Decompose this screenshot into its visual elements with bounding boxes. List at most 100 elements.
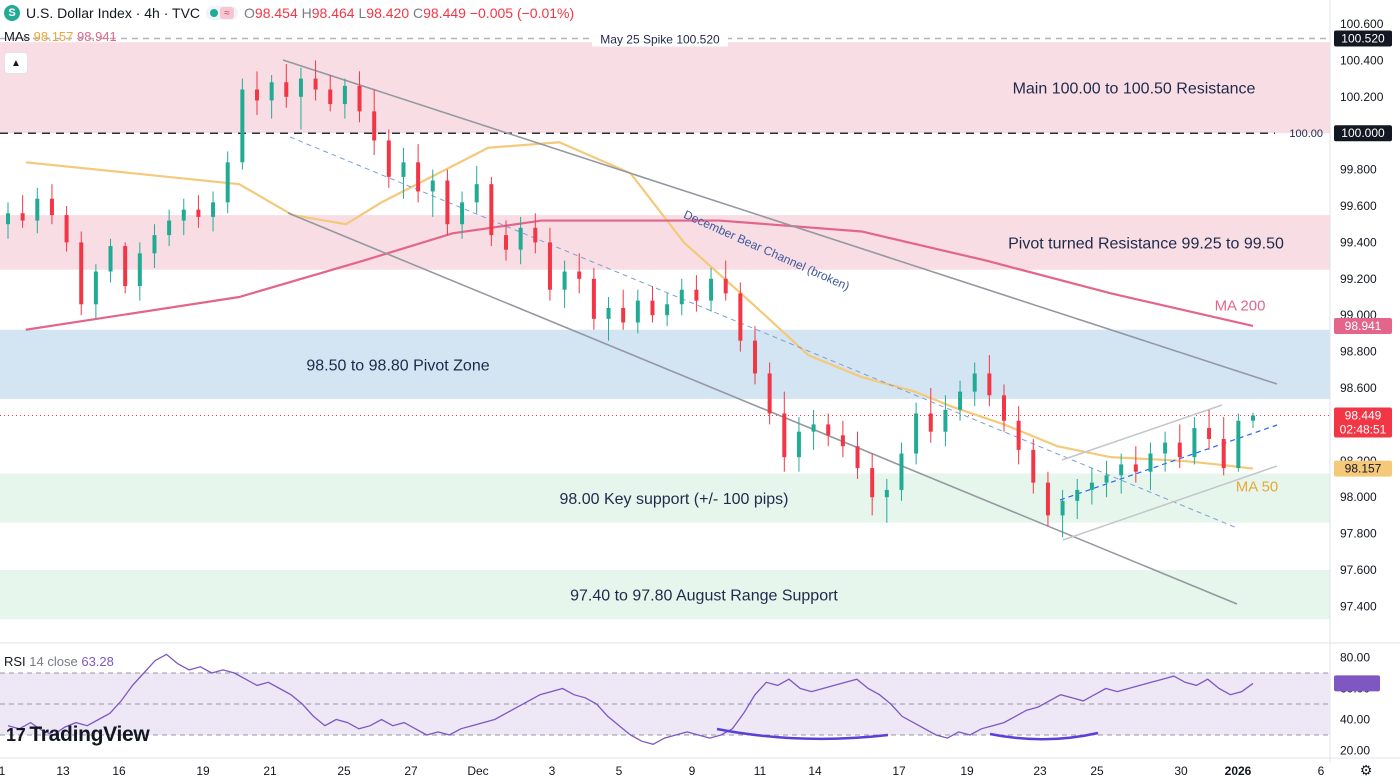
price-tick: 97.400 <box>1340 599 1377 613</box>
tradingview-wordmark: TradingView <box>29 723 150 746</box>
price-tag-bg <box>1334 460 1392 477</box>
candle-body <box>1089 482 1094 490</box>
candle-body <box>840 435 845 447</box>
candle-body <box>811 424 816 432</box>
time-tick: 2026 <box>1225 764 1252 778</box>
zone-label-2: 98.50 to 98.80 Pivot Zone <box>306 357 489 374</box>
candle-body <box>1075 489 1080 501</box>
candle-body <box>753 340 757 374</box>
candle-body <box>35 198 40 221</box>
candle-body <box>313 78 318 90</box>
ma200-annotation: MA 200 <box>1215 297 1266 314</box>
time-tick: 14 <box>808 764 822 778</box>
candle-body <box>284 82 289 97</box>
market-status-pill[interactable]: ≈ <box>206 6 239 20</box>
candle-body <box>987 373 992 396</box>
close-value: 98.449 <box>423 5 466 21</box>
collapse-legend-button[interactable]: ▲ <box>4 52 28 74</box>
mas-legend[interactable]: MAs 98.157 98.941 <box>4 29 117 44</box>
chevron-up-icon: ▲ <box>11 57 21 69</box>
candle-body <box>196 209 201 217</box>
candle-body <box>1177 442 1182 458</box>
price-tick: 98.600 <box>1340 381 1377 395</box>
time-tick: Dec <box>467 764 488 778</box>
rsi-divergence-1 <box>716 727 889 741</box>
rise-channel-lower <box>1062 465 1278 541</box>
candle-body <box>1207 428 1212 439</box>
candle-body <box>1163 442 1168 454</box>
candle-body <box>372 111 377 141</box>
candle-body <box>1002 395 1006 421</box>
bear-channel-upper <box>282 59 1278 385</box>
candle-body <box>49 198 54 216</box>
candle-body <box>899 453 904 490</box>
candle-body <box>416 162 421 192</box>
price-tick: 97.800 <box>1340 527 1377 541</box>
candle-body <box>635 300 640 323</box>
candle-body <box>489 184 494 236</box>
rise-channel-mid <box>1059 424 1278 501</box>
zone-0 <box>0 42 1330 134</box>
candle-body <box>430 180 435 192</box>
rsi-tag-bg <box>1334 675 1380 692</box>
market-open-dot-icon <box>210 9 219 17</box>
candle-body <box>1148 453 1153 472</box>
candle-body <box>1060 500 1065 516</box>
rsi-legend-value: 63.28 <box>81 654 114 669</box>
open-value: 98.454 <box>254 5 298 21</box>
rsi-line <box>7 653 1254 745</box>
candle-body <box>1119 464 1124 476</box>
time-tick: 17 <box>892 764 906 778</box>
candle-body <box>20 213 25 221</box>
price-tick: 98.000 <box>1340 490 1377 504</box>
price-tick: 99.600 <box>1340 199 1377 213</box>
countdown-tag: 02:48:51 <box>1340 422 1387 436</box>
ma50-legend-value: 98.157 <box>33 29 74 44</box>
tradingview-logo[interactable]: 17 TradingView <box>6 723 150 747</box>
candle-body <box>474 184 479 203</box>
candle-body <box>460 202 465 225</box>
level-100-label: 100.00 <box>1289 128 1323 140</box>
candle-body <box>928 413 933 432</box>
candle-body <box>298 78 303 97</box>
settings-gear-icon[interactable]: ⚙ <box>1360 763 1373 779</box>
candle-body <box>665 304 670 316</box>
candle-body <box>269 82 274 101</box>
zone-2 <box>0 329 1330 399</box>
rsi-tick: 80.00 <box>1340 651 1370 665</box>
price-tick: 99.800 <box>1340 163 1377 177</box>
candle-body <box>1133 464 1138 472</box>
candle-body <box>342 85 347 105</box>
candle-body <box>167 220 172 236</box>
bear-channel-lower <box>287 212 1238 605</box>
candle-body <box>679 289 684 305</box>
ma200-line <box>25 219 1254 331</box>
candle-body <box>386 140 391 177</box>
candle-body <box>870 468 875 498</box>
candle-body <box>958 391 963 410</box>
price-tick: 98.800 <box>1340 345 1377 359</box>
candle-body <box>1236 420 1241 469</box>
zone-label-0: Main 100.00 to 100.50 Resistance <box>1013 81 1256 98</box>
rsi-label: RSI <box>4 654 26 669</box>
candle-body <box>123 246 128 287</box>
symbol-logo-icon: S <box>4 5 20 21</box>
candle-body <box>504 235 508 250</box>
time-tick: 19 <box>196 764 210 778</box>
candle-body <box>401 162 406 177</box>
price-tag-bg <box>1334 125 1392 142</box>
high-value: 98.464 <box>311 5 355 21</box>
symbol-title[interactable]: U.S. Dollar Index · 4h · TVC <box>26 5 201 21</box>
candle-body <box>884 489 889 498</box>
price-tick: 99.200 <box>1340 272 1377 286</box>
candle-body <box>64 215 69 243</box>
candle-body <box>328 89 333 105</box>
time-tick: 27 <box>404 764 418 778</box>
data-wave-icon: ≈ <box>220 7 235 19</box>
candle-body <box>1221 438 1226 469</box>
rsi-params: 14 close <box>29 654 78 669</box>
rsi-legend[interactable]: RSI 14 close 63.28 <box>4 654 114 669</box>
candle-body <box>796 431 801 458</box>
candle-body <box>562 271 567 290</box>
